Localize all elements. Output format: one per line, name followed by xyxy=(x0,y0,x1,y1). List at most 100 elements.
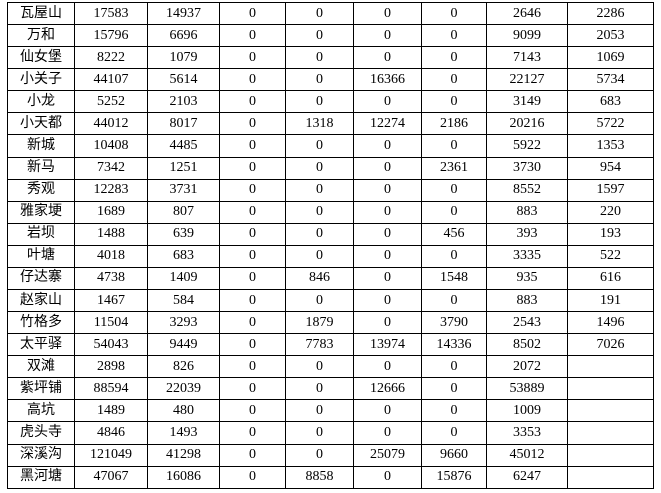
value-cell: 0 xyxy=(353,465,422,490)
table-row: 叶塘 4018 683 0 0 0 0 3335 522 xyxy=(7,244,654,268)
value-cell: 0 xyxy=(219,244,286,268)
value-cell: 2286 xyxy=(567,1,654,26)
value-cell xyxy=(567,421,654,445)
value-cell: 4485 xyxy=(147,134,220,158)
value-cell xyxy=(567,377,654,401)
row-name-cell: 仔达寨 xyxy=(7,266,75,291)
value-cell xyxy=(567,355,654,379)
value-cell xyxy=(567,443,654,467)
value-cell: 456 xyxy=(421,222,487,246)
value-cell: 0 xyxy=(285,90,354,114)
value-cell: 0 xyxy=(219,156,286,180)
value-cell xyxy=(567,465,654,490)
value-cell: 0 xyxy=(285,244,354,268)
table-row: 太平驿 54043 9449 0 7783 13974 14336 8502 7026 xyxy=(7,333,654,357)
value-cell: 5252 xyxy=(74,90,148,114)
row-name-cell: 黑河塘 xyxy=(7,465,75,490)
value-cell: 8502 xyxy=(486,333,568,357)
value-cell: 1251 xyxy=(147,156,220,180)
value-cell: 0 xyxy=(285,178,354,202)
table-row: 小关子 44107 5614 0 0 16366 0 22127 5734 xyxy=(7,68,654,92)
value-cell: 88594 xyxy=(74,377,148,401)
value-cell: 0 xyxy=(219,200,286,224)
value-cell: 12274 xyxy=(353,112,422,136)
value-cell: 0 xyxy=(219,311,286,335)
table-row: 仙女堡 8222 1079 0 0 0 0 7143 1069 xyxy=(7,46,654,70)
value-cell: 7342 xyxy=(74,156,148,180)
value-cell: 0 xyxy=(219,443,286,467)
value-cell: 2543 xyxy=(486,311,568,335)
value-cell: 0 xyxy=(421,200,487,224)
value-cell: 0 xyxy=(219,355,286,379)
value-cell: 44012 xyxy=(74,112,148,136)
value-cell: 191 xyxy=(567,289,654,313)
value-cell: 2103 xyxy=(147,90,220,114)
value-cell: 0 xyxy=(353,421,422,445)
value-cell: 12666 xyxy=(353,377,422,401)
value-cell: 883 xyxy=(486,289,568,313)
value-cell: 16366 xyxy=(353,68,422,92)
table-row: 雅家埂 1689 807 0 0 0 0 883 220 xyxy=(7,200,654,224)
value-cell: 6696 xyxy=(147,24,220,48)
value-cell: 2186 xyxy=(421,112,487,136)
value-cell: 0 xyxy=(219,46,286,70)
value-cell: 0 xyxy=(285,134,354,158)
value-cell: 584 xyxy=(147,289,220,313)
value-cell: 0 xyxy=(219,377,286,401)
value-cell: 22127 xyxy=(486,68,568,92)
table-row: 双滩 2898 826 0 0 0 0 2072 xyxy=(7,355,654,379)
row-name-cell: 雅家埂 xyxy=(7,200,75,224)
value-cell: 639 xyxy=(147,222,220,246)
table-row: 赵家山 1467 584 0 0 0 0 883 191 xyxy=(7,289,654,313)
value-cell: 54043 xyxy=(74,333,148,357)
value-cell: 0 xyxy=(353,311,422,335)
value-cell: 0 xyxy=(285,156,354,180)
value-cell: 393 xyxy=(486,222,568,246)
value-cell: 0 xyxy=(353,266,422,291)
value-cell: 0 xyxy=(219,24,286,48)
value-cell: 0 xyxy=(353,355,422,379)
row-name-cell: 太平驿 xyxy=(7,333,75,357)
table-row: 深溪沟 121049 41298 0 0 25079 9660 45012 xyxy=(7,443,654,467)
value-cell: 1069 xyxy=(567,46,654,70)
table-row: 新城 10408 4485 0 0 0 0 5922 1353 xyxy=(7,134,654,158)
value-cell: 13974 xyxy=(353,333,422,357)
value-cell: 44107 xyxy=(74,68,148,92)
value-cell: 12283 xyxy=(74,178,148,202)
value-cell: 2898 xyxy=(74,355,148,379)
value-cell: 45012 xyxy=(486,443,568,467)
value-cell: 0 xyxy=(353,222,422,246)
value-cell: 846 xyxy=(285,266,354,291)
value-cell: 5722 xyxy=(567,112,654,136)
value-cell: 0 xyxy=(285,1,354,26)
value-cell: 1493 xyxy=(147,421,220,445)
value-cell: 22039 xyxy=(147,377,220,401)
value-cell: 0 xyxy=(421,421,487,445)
value-cell: 0 xyxy=(421,399,487,423)
value-cell: 0 xyxy=(353,399,422,423)
table-row: 岩坝 1488 639 0 0 0 456 393 193 xyxy=(7,222,654,246)
value-cell: 0 xyxy=(353,200,422,224)
row-name-cell: 新马 xyxy=(7,156,75,180)
value-cell: 4738 xyxy=(74,266,148,291)
value-cell: 15796 xyxy=(74,24,148,48)
row-name-cell: 瓦屋山 xyxy=(7,1,75,26)
value-cell: 53889 xyxy=(486,377,568,401)
value-cell: 2646 xyxy=(486,1,568,26)
value-cell: 3730 xyxy=(486,156,568,180)
value-cell: 8552 xyxy=(486,178,568,202)
value-cell: 0 xyxy=(421,24,487,48)
value-cell: 9099 xyxy=(486,24,568,48)
value-cell: 683 xyxy=(567,90,654,114)
table-row: 黑河塘 47067 16086 0 8858 0 15876 6247 xyxy=(7,465,654,490)
value-cell: 0 xyxy=(353,156,422,180)
value-cell: 7783 xyxy=(285,333,354,357)
value-cell: 10408 xyxy=(74,134,148,158)
table-row: 新马 7342 1251 0 0 0 2361 3730 954 xyxy=(7,156,654,180)
value-cell: 0 xyxy=(219,178,286,202)
value-cell: 6247 xyxy=(486,465,568,490)
value-cell: 0 xyxy=(219,68,286,92)
row-name-cell: 双滩 xyxy=(7,355,75,379)
value-cell: 0 xyxy=(219,289,286,313)
